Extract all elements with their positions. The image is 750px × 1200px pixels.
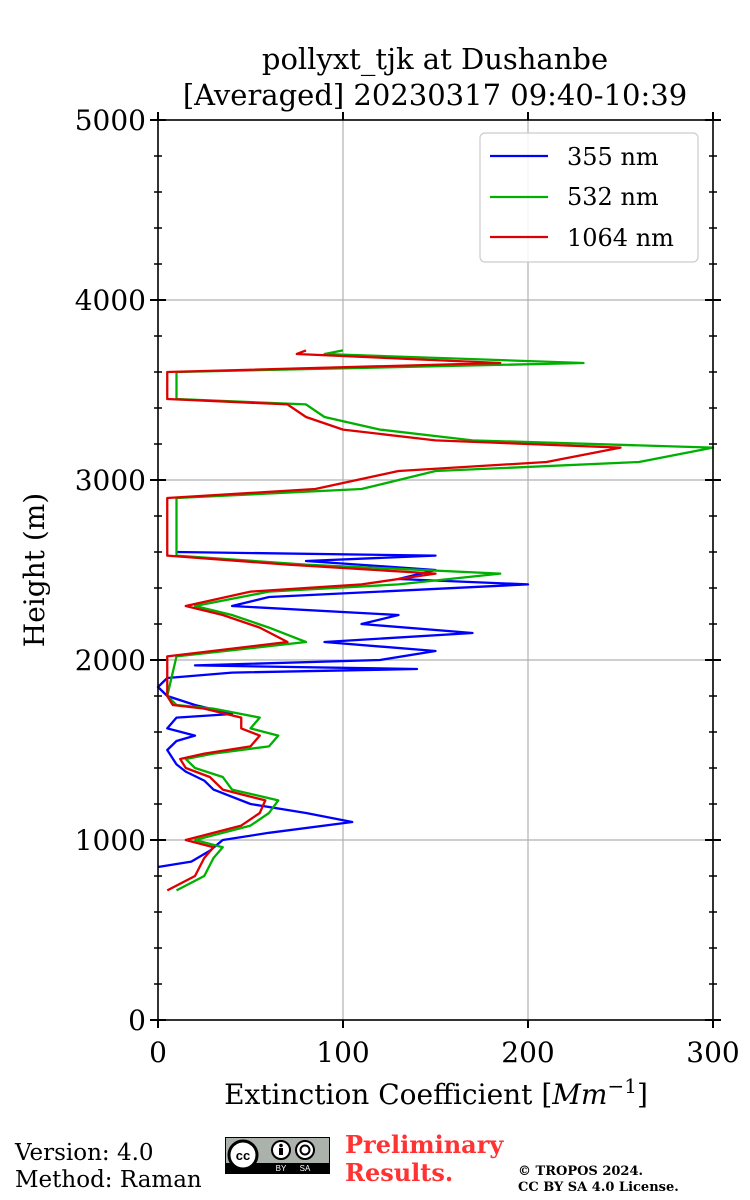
- x-axis-label-main: Extinction Coefficient [: [224, 1078, 552, 1111]
- copyright-line2: CC BY SA 4.0 License.: [518, 1180, 679, 1195]
- copyright-line1: © TROPOS 2024.: [518, 1164, 644, 1179]
- sa-icon: [295, 1140, 315, 1160]
- method-text: Method: Raman: [15, 1167, 202, 1193]
- x-axis-label-exponent: −1: [607, 1074, 636, 1098]
- series-line-532-nm: [166, 349, 715, 892]
- cc-badge-strip: [226, 1163, 329, 1173]
- y-axis-label: Height (m): [18, 493, 51, 647]
- series-line-1064-nm: [166, 349, 622, 892]
- cc-icon-label: cc: [236, 1148, 250, 1163]
- y-tick-label-1000: 1000: [75, 824, 146, 857]
- sa-icon-arc: [299, 1144, 311, 1156]
- preliminary-results-line2: Results.: [345, 1158, 454, 1187]
- plot-frame: [157, 119, 714, 1021]
- y-tick-label-3000: 3000: [75, 464, 146, 497]
- y-tick-label-5000: 5000: [75, 104, 146, 137]
- x-axis-label: Extinction Coefficient [Mm−1]: [224, 1074, 648, 1111]
- x-axis-label-unit: Mm: [551, 1078, 607, 1111]
- y-tick-label-4000: 4000: [75, 284, 146, 317]
- legend-label-355: 355 nm: [567, 143, 659, 171]
- legend-label-532: 532 nm: [567, 183, 659, 211]
- grid-layer: [158, 120, 713, 1020]
- y-tick-label-2000: 2000: [75, 644, 146, 677]
- by-icon-body: [279, 1148, 283, 1155]
- x-axis-label-close: ]: [637, 1078, 648, 1111]
- x-tick-label-0: 0: [149, 1036, 167, 1069]
- legend-label-1064: 1064 nm: [567, 224, 674, 252]
- cc-license-badge: cc BY SA: [225, 1137, 330, 1174]
- preliminary-results-line1: Preliminary: [345, 1130, 504, 1159]
- x-tick-label-300: 300: [686, 1036, 739, 1069]
- x-tick-label-200: 200: [501, 1036, 554, 1069]
- by-label: BY: [276, 1164, 287, 1173]
- chart-subtitle: [Averaged] 20230317 09:40-10:39: [182, 78, 688, 112]
- chart-title: pollyxt_tjk at Dushanbe: [261, 42, 609, 76]
- cc-icon: [227, 1139, 259, 1171]
- x-tick-label-100: 100: [316, 1036, 369, 1069]
- version-text: Version: 4.0: [15, 1140, 154, 1166]
- y-tick-label-0: 0: [128, 1004, 146, 1037]
- legend-box: [479, 132, 699, 263]
- series-layer: [156, 349, 715, 892]
- by-icon-head: [279, 1143, 283, 1148]
- legend: 355 nm 532 nm 1064 nm: [479, 132, 699, 263]
- sa-label: SA: [300, 1164, 311, 1173]
